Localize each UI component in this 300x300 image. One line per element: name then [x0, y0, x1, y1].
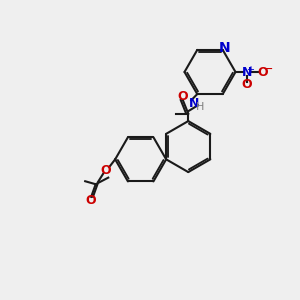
- Text: +: +: [247, 64, 254, 75]
- Text: H: H: [196, 102, 204, 112]
- Text: O: O: [101, 164, 112, 177]
- Text: O: O: [257, 65, 268, 79]
- Text: O: O: [242, 78, 252, 91]
- Text: N: N: [189, 97, 200, 110]
- Text: O: O: [178, 90, 188, 103]
- Text: O: O: [86, 194, 97, 207]
- Text: N: N: [242, 65, 252, 79]
- Text: N: N: [218, 41, 230, 56]
- Text: −: −: [263, 62, 274, 76]
